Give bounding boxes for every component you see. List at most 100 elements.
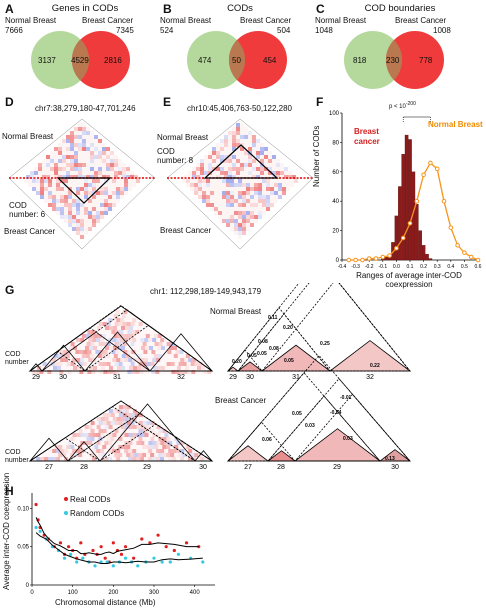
heatmap-cell [106, 322, 111, 326]
g-summary-dash [227, 349, 263, 372]
f-point [428, 160, 433, 166]
heatmap-cell [78, 167, 82, 171]
heatmap-cell [250, 207, 254, 211]
h-random-point [81, 556, 85, 560]
heatmap-cell [121, 366, 125, 370]
heatmap-cell [226, 195, 230, 199]
heatmap-cell [274, 187, 278, 191]
heatmap-cell [164, 449, 169, 453]
g-bottom-right-cod-number: 30 [391, 464, 399, 471]
heatmap-cell [66, 151, 70, 155]
heatmap-cell [230, 223, 234, 227]
heatmap-cell [133, 354, 138, 358]
heatmap-cell [145, 326, 149, 330]
heatmap-cell [210, 199, 214, 203]
heatmap-cell [72, 441, 77, 445]
heatmap-cell [58, 171, 62, 175]
heatmap-cell [268, 151, 272, 155]
f-point [414, 198, 420, 204]
heatmap-cell [82, 445, 87, 449]
heatmap-cell [78, 342, 83, 346]
heatmap-cell [81, 346, 85, 350]
heatmap-cell [52, 183, 56, 187]
heatmap-cell [230, 195, 234, 199]
heatmap-cell [186, 445, 191, 449]
heatmap-cell [126, 167, 130, 171]
heatmap-cell [57, 366, 61, 370]
heatmap-cell [104, 207, 108, 211]
heatmap-cell [94, 159, 98, 163]
panel-g-coord: chr1: 112,298,189-149,943,179 [150, 287, 262, 296]
heatmap-cell [130, 429, 135, 433]
heatmap-cell [236, 127, 240, 131]
heatmap-cell [124, 417, 129, 421]
heatmap-cell [238, 207, 242, 211]
heatmap-cell [76, 211, 80, 215]
heatmap-cell [106, 171, 110, 175]
heatmap-cell [48, 449, 53, 453]
heatmap-cell [206, 179, 210, 183]
heatmap-cell [114, 342, 119, 346]
heatmap-cell [89, 354, 94, 358]
heatmap-cell [92, 187, 96, 191]
heatmap-cell [102, 171, 106, 175]
heatmap-cell [128, 338, 133, 342]
heatmap-cell [126, 453, 131, 457]
heatmap-cell [214, 207, 218, 211]
heatmap-cell [96, 211, 100, 215]
heatmap-cell [112, 441, 117, 445]
heatmap-cell [170, 453, 175, 457]
heatmap-cell [99, 370, 104, 374]
heatmap-cell [56, 195, 60, 199]
panel-letter-e: E [163, 95, 172, 109]
heatmap-cell [150, 445, 155, 449]
heatmap-cell [90, 131, 94, 135]
heatmap-cell [176, 358, 181, 362]
heatmap-cell [188, 449, 193, 453]
heatmap-cell [170, 362, 175, 366]
heatmap-cell [168, 449, 173, 453]
heatmap-cell [102, 413, 107, 417]
heatmap-cell [168, 441, 173, 445]
heatmap-cell [254, 187, 258, 191]
heatmap-cell [106, 429, 111, 433]
heatmap-cell [218, 215, 222, 219]
heatmap-cell [160, 449, 165, 453]
heatmap-cell [112, 199, 116, 203]
heatmap-cell [124, 441, 129, 445]
heatmap-cell [272, 163, 276, 167]
heatmap-cell [58, 151, 62, 155]
heatmap-cell [50, 159, 54, 163]
heatmap-cell [97, 346, 101, 350]
heatmap-cell [244, 163, 248, 167]
venn-right-label: Breast Cancer [395, 16, 447, 25]
heatmap-cell [64, 179, 68, 183]
heatmap-cell [258, 203, 262, 207]
heatmap-cell [155, 350, 160, 354]
heatmap-cell [236, 135, 240, 139]
heatmap-cell [40, 191, 44, 195]
heatmap-cell [26, 175, 30, 179]
heatmap-cell [236, 151, 240, 155]
heatmap-cell [44, 199, 48, 203]
heatmap-cell [278, 195, 282, 199]
heatmap-cell [169, 346, 173, 350]
heatmap-cell [246, 211, 250, 215]
heatmap-cell [98, 171, 102, 175]
heatmap-cell [230, 211, 234, 215]
heatmap-cell [262, 211, 266, 215]
heatmap-cell [132, 433, 137, 437]
heatmap-cell [190, 179, 194, 183]
heatmap-cell [127, 350, 132, 354]
heatmap-cell [228, 135, 232, 139]
heatmap-cell [80, 179, 84, 183]
heatmap-cell [108, 203, 112, 207]
heatmap-cell [76, 358, 81, 362]
g-bottom-heatmap [36, 405, 209, 461]
heatmap-cell [144, 441, 149, 445]
heatmap-cell [91, 330, 96, 334]
heatmap-cell [114, 322, 119, 326]
p-value-annotation: p < 10-200 [389, 101, 416, 110]
heatmap-cell [88, 219, 92, 223]
heatmap-cell [148, 425, 153, 429]
